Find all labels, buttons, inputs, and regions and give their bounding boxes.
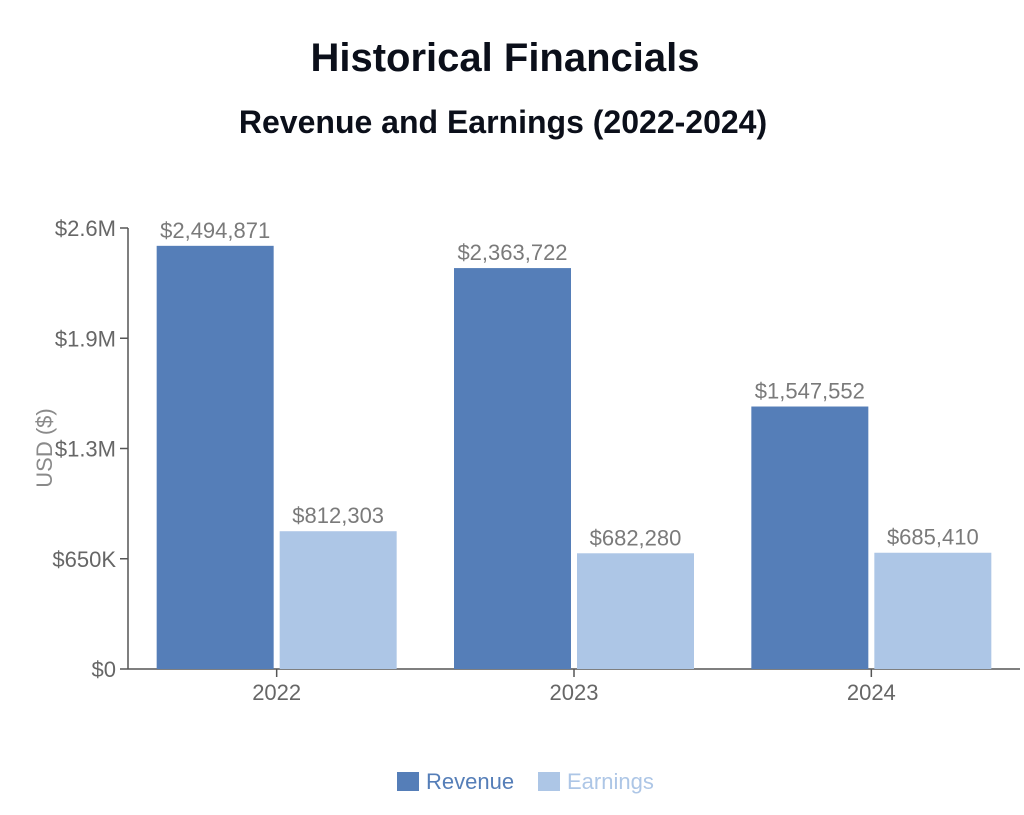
revenue-data-label-2023: $2,363,722 [457, 240, 567, 265]
revenue-data-label-2024: $1,547,552 [755, 379, 865, 404]
earnings-bar-2023 [577, 553, 694, 669]
earnings-data-label-2022: $812,303 [292, 503, 384, 528]
revenue-bar-2024 [751, 406, 869, 669]
earnings-data-label-2023: $682,280 [590, 525, 682, 550]
legend: Revenue Earnings [397, 769, 654, 794]
x-tick-label: 2024 [847, 680, 896, 705]
y-tick-label: $0 [92, 657, 116, 682]
y-axis-title: USD ($) [32, 408, 57, 487]
y-tick-label: $650K [52, 547, 116, 572]
revenue-bar-2023 [454, 268, 571, 669]
plot-area: $0 $650K $1.3M $1.9M $2.6M 2022 $2,494,871 $812… [52, 216, 1020, 705]
y-tick-label: $2.6M [55, 216, 116, 241]
legend-label-earnings: Earnings [567, 769, 654, 794]
earnings-data-label-2024: $685,410 [887, 525, 979, 550]
revenue-bar-2022 [156, 245, 274, 670]
revenue-data-label-2022: $2,494,871 [160, 218, 270, 243]
chart-subtitle: Revenue and Earnings (2022-2024) [239, 104, 767, 140]
x-tick-label: 2022 [252, 680, 301, 705]
legend-label-revenue: Revenue [426, 769, 514, 794]
legend-swatch-revenue [397, 772, 419, 791]
y-tick-label: $1.3M [55, 437, 116, 462]
y-tick-label: $1.9M [55, 326, 116, 351]
earnings-bar-2022 [279, 531, 397, 669]
legend-swatch-earnings [538, 772, 560, 791]
earnings-bar-2024 [874, 552, 992, 669]
x-tick-label: 2023 [550, 680, 599, 705]
chart-title: Historical Financials [310, 36, 699, 80]
